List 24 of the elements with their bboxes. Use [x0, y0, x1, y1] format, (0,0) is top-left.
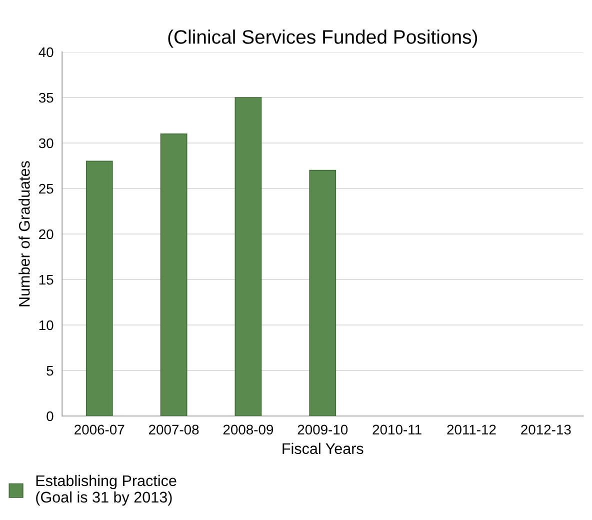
x-axis-title: Fiscal Years — [282, 442, 364, 454]
chart-title: (Clinical Services Funded Positions) — [168, 30, 478, 48]
y-tick-label: 0 — [46, 411, 54, 422]
bar — [309, 170, 336, 416]
y-axis-title: Number of Graduates — [18, 161, 30, 306]
y-tick-label: 15 — [39, 274, 54, 285]
x-tick-label: 2007-08 — [149, 424, 199, 435]
bar — [160, 133, 188, 416]
legend-label: Establishing Practice (Goal is 31 by 2013) — [36, 474, 176, 506]
bar — [234, 97, 262, 416]
x-tick-label: 2009-10 — [298, 424, 348, 435]
x-tick-label: 2012-13 — [521, 424, 571, 435]
y-tick-label: 30 — [38, 138, 54, 148]
y-tick-label: 35 — [38, 92, 54, 103]
y-tick-label: 20 — [39, 229, 54, 240]
x-tick-label: 2010-11 — [372, 424, 422, 435]
y-tick-label: 5 — [46, 366, 54, 376]
y-tick-label: 25 — [39, 184, 54, 194]
x-tick-label: 2006-07 — [74, 424, 124, 435]
x-tick-label: 2011-12 — [447, 424, 496, 435]
bar — [86, 160, 113, 416]
y-tick-label: 40 — [38, 47, 54, 58]
x-tick-label: 2008-09 — [223, 424, 274, 435]
y-tick-label: 10 — [39, 320, 54, 330]
